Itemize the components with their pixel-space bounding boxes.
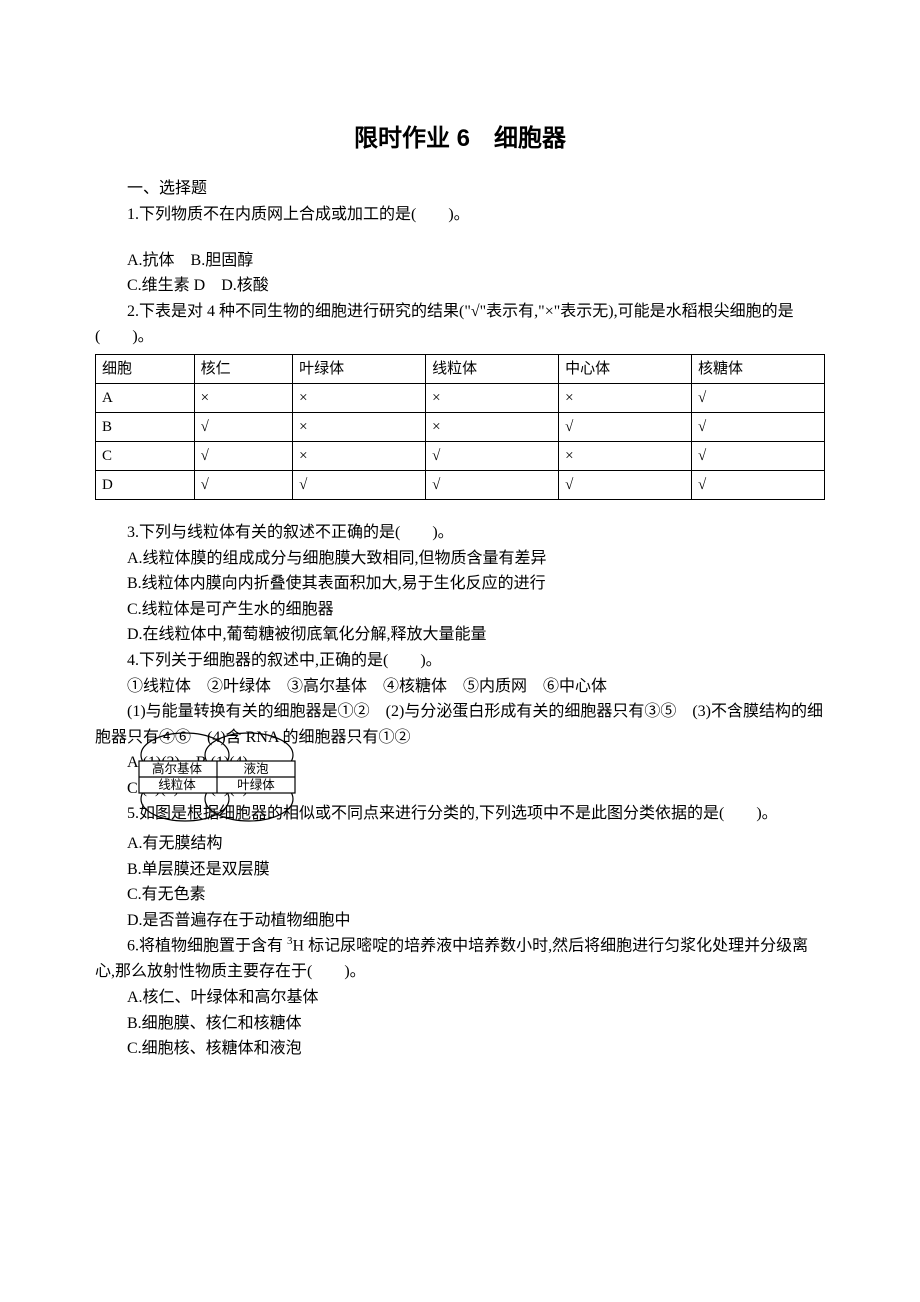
table-header-cell: 核仁 xyxy=(194,354,293,383)
table-cell: D xyxy=(96,470,195,499)
table-cell: √ xyxy=(293,470,426,499)
table-cell: √ xyxy=(426,441,559,470)
q3-option-d: D.在线粒体中,葡萄糖被彻底氧化分解,释放大量能量 xyxy=(95,622,825,648)
q5-option-a: A.有无膜结构 xyxy=(95,831,825,857)
q6-stem-pre: 6.将植物细胞置于含有 xyxy=(127,938,287,955)
table-row: B √ × × √ √ xyxy=(96,412,825,441)
table-cell: √ xyxy=(194,441,293,470)
table-header-cell: 细胞 xyxy=(96,354,195,383)
table-cell: √ xyxy=(426,470,559,499)
q2-table: 细胞 核仁 叶绿体 线粒体 中心体 核糖体 A × × × × √ B √ × … xyxy=(95,354,825,500)
svg-text:液泡: 液泡 xyxy=(243,761,269,776)
q1-stem: 1.下列物质不在内质网上合成或加工的是( )。 xyxy=(95,202,825,228)
table-cell: × xyxy=(426,412,559,441)
table-header-cell: 线粒体 xyxy=(426,354,559,383)
q1-options-ab: A.抗体 B.胆固醇 xyxy=(95,248,825,274)
table-header-cell: 中心体 xyxy=(559,354,692,383)
table-row: D √ √ √ √ √ xyxy=(96,470,825,499)
q3-option-a: A.线粒体膜的组成成分与细胞膜大致相同,但物质含量有差异 xyxy=(95,546,825,572)
table-cell: √ xyxy=(692,383,825,412)
q5-option-c: C.有无色素 xyxy=(95,882,825,908)
table-cell: × xyxy=(426,383,559,412)
table-cell: × xyxy=(293,383,426,412)
table-cell: A xyxy=(96,383,195,412)
q6-stem: 6.将植物细胞置于含有 3H 标记尿嘧啶的培养液中培养数小时,然后将细胞进行匀浆… xyxy=(95,933,825,985)
table-cell: √ xyxy=(194,412,293,441)
table-header-cell: 叶绿体 xyxy=(293,354,426,383)
table-cell: √ xyxy=(559,470,692,499)
section-heading: 一、选择题 xyxy=(95,176,825,202)
q3-option-b: B.线粒体内膜向内折叠使其表面积加大,易于生化反应的进行 xyxy=(95,571,825,597)
table-cell: √ xyxy=(559,412,692,441)
table-header-cell: 核糖体 xyxy=(692,354,825,383)
q5-option-b: B.单层膜还是双层膜 xyxy=(95,857,825,883)
q6-option-c: C.细胞核、核糖体和液泡 xyxy=(95,1036,825,1062)
table-cell: √ xyxy=(692,412,825,441)
table-cell: √ xyxy=(194,470,293,499)
table-cell: B xyxy=(96,412,195,441)
q5-option-d: D.是否普遍存在于动植物细胞中 xyxy=(95,908,825,934)
table-cell: × xyxy=(559,383,692,412)
table-cell: √ xyxy=(692,470,825,499)
q4-stem: 4.下列关于细胞器的叙述中,正确的是( )。 xyxy=(95,648,825,674)
q3-stem: 3.下列与线粒体有关的叙述不正确的是( )。 xyxy=(95,520,825,546)
table-cell: C xyxy=(96,441,195,470)
svg-text:线粒体: 线粒体 xyxy=(158,777,196,792)
q6-option-a: A.核仁、叶绿体和高尔基体 xyxy=(95,985,825,1011)
table-row: 细胞 核仁 叶绿体 线粒体 中心体 核糖体 xyxy=(96,354,825,383)
table-cell: × xyxy=(559,441,692,470)
q5-stem: 5.如图是根据细胞器的相似或不同点来进行分类的,下列选项中不是此图分类依据的是(… xyxy=(95,801,825,827)
table-cell: × xyxy=(293,441,426,470)
q1-options-cd: C.维生素 D D.核酸 xyxy=(95,273,825,299)
page-title: 限时作业 6 细胞器 xyxy=(95,120,825,158)
table-row: A × × × × √ xyxy=(96,383,825,412)
table-cell: × xyxy=(293,412,426,441)
q6-option-b: B.细胞膜、核仁和核糖体 xyxy=(95,1011,825,1037)
table-cell: √ xyxy=(692,441,825,470)
q4-list: ①线粒体 ②叶绿体 ③高尔基体 ④核糖体 ⑤内质网 ⑥中心体 xyxy=(95,674,825,700)
q2-stem: 2.下表是对 4 种不同生物的细胞进行研究的结果("√"表示有,"×"表示无),… xyxy=(95,299,825,350)
table-row: C √ × √ × √ xyxy=(96,441,825,470)
table-cell: × xyxy=(194,383,293,412)
svg-text:叶绿体: 叶绿体 xyxy=(237,777,275,792)
svg-text:高尔基体: 高尔基体 xyxy=(152,761,203,776)
q3-option-c: C.线粒体是可产生水的细胞器 xyxy=(95,597,825,623)
